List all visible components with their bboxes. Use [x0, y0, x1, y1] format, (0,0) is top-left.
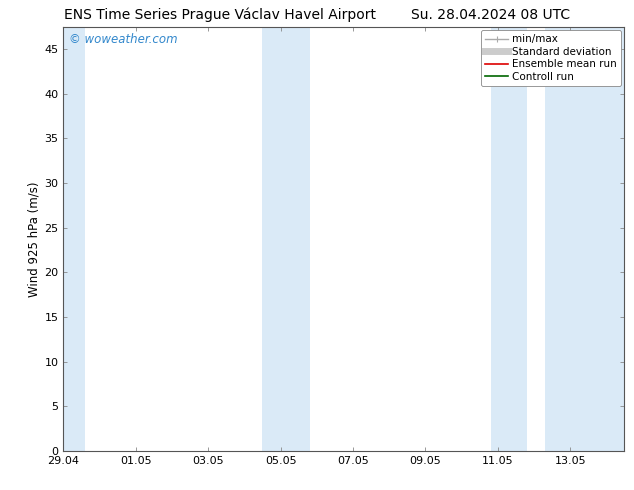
- Text: © woweather.com: © woweather.com: [69, 33, 178, 47]
- Bar: [262, 27, 309, 451]
- Text: ENS Time Series Prague Václav Havel Airport        Su. 28.04.2024 08 UTC: ENS Time Series Prague Václav Havel Airp…: [64, 7, 570, 22]
- Bar: [491, 27, 527, 451]
- Bar: [60, 27, 85, 451]
- Legend: min/max, Standard deviation, Ensemble mean run, Controll run: min/max, Standard deviation, Ensemble me…: [481, 30, 621, 86]
- Bar: [545, 27, 628, 451]
- Y-axis label: Wind 925 hPa (m/s): Wind 925 hPa (m/s): [27, 181, 40, 296]
